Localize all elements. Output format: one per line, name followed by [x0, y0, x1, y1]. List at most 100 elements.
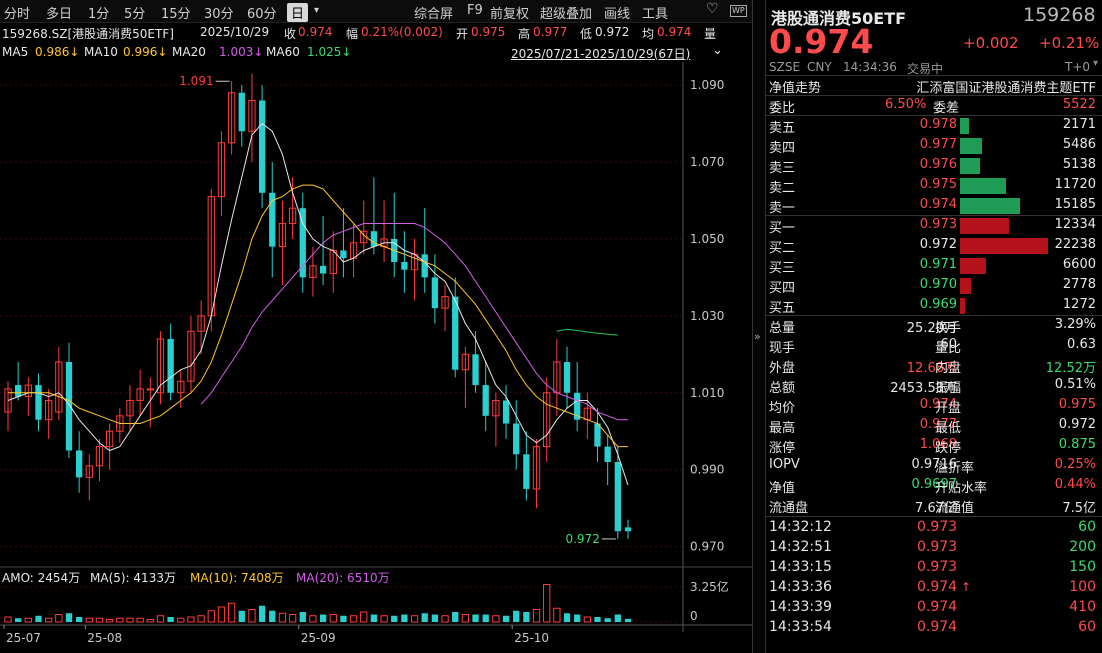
menu-overlay[interactable]: 超级叠加	[540, 7, 593, 22]
buy-level-row: 买一 0.973 12334	[765, 216, 1102, 236]
volume-bar	[492, 615, 500, 623]
high-value: 0.977	[533, 25, 568, 39]
volume-bar	[238, 610, 245, 622]
tab-60min[interactable]: 60分	[247, 7, 277, 22]
stat-value: 12.68万	[906, 361, 957, 376]
stats-row: 总量 25.20万 换手 3.29%	[765, 316, 1102, 336]
volume-bar	[594, 617, 601, 622]
candle-body	[624, 527, 632, 532]
volume-bar	[227, 602, 236, 623]
candle-body	[309, 265, 317, 278]
tab-intraday[interactable]: 分时	[4, 7, 31, 22]
collapse-icon[interactable]: »	[754, 330, 761, 343]
amo-value: AMO: 2454万	[2, 571, 81, 585]
chevron-down-icon[interactable]: ▾	[1093, 58, 1099, 69]
stats-row: 外盘 12.68万 内盘 12.52万	[765, 356, 1102, 376]
tick-volume: 60	[1078, 519, 1096, 535]
y-tick-label: 1.050	[690, 232, 724, 246]
vol-ma20: MA(20): 6510万	[296, 571, 390, 585]
sell-level-price: 0.975	[919, 177, 957, 192]
volume-bar	[614, 614, 621, 622]
stat-label: 涨停	[769, 441, 796, 456]
y-tick-label: 0.990	[690, 463, 724, 477]
nav-row[interactable]: 净值走势 汇添富国证港股通消费主题ETF	[765, 76, 1102, 96]
tab-daily[interactable]: 日	[287, 3, 309, 22]
tick-row: 14:33:15 0.973 150	[765, 558, 1102, 578]
tab-multiday[interactable]: 多日	[46, 7, 73, 22]
quote-change: +0.002	[963, 34, 1019, 52]
candle-body	[75, 450, 83, 478]
buy-level-volume: 6600	[1062, 257, 1096, 272]
menu-composite-screen[interactable]: 综合屏	[414, 7, 454, 22]
volume-bar	[299, 612, 306, 622]
candle-body	[594, 423, 601, 447]
volume-bar	[105, 619, 114, 623]
volume-bar	[370, 614, 378, 622]
tab-5min[interactable]: 5分	[124, 7, 146, 22]
volume-bar	[563, 613, 571, 622]
candle-body	[136, 388, 144, 401]
period-dropdown-icon[interactable]: ▾	[314, 5, 320, 16]
wb-label: 委比	[769, 101, 796, 116]
candle-body	[105, 430, 114, 448]
volume-bar	[431, 614, 439, 622]
tick-row: 14:33:36 0.974 ↑ 100	[765, 578, 1102, 598]
menu-adjust[interactable]: 前复权	[490, 7, 530, 22]
panel-divider[interactable]: »	[752, 0, 766, 653]
menu-draw[interactable]: 画线	[604, 7, 631, 22]
buy-level-label: 买四	[769, 281, 796, 296]
quote-change-pct: +0.21%	[1039, 34, 1100, 52]
tab-1min[interactable]: 1分	[88, 7, 110, 22]
ma-legend-bar: MA5 0.986↓ MA10 0.996↓ MA20 1.003↓ MA60 …	[0, 42, 752, 62]
stat-label: 净值	[769, 481, 796, 496]
menu-f9[interactable]: F9	[467, 3, 483, 18]
candle-body	[421, 254, 428, 278]
ma20-line	[200, 223, 628, 421]
sell-level-volume: 5138	[1062, 157, 1096, 172]
buy-level-row: 买五 0.969 1272	[765, 296, 1102, 316]
heart-icon[interactable]: ♡	[706, 1, 719, 17]
volume-bar	[269, 610, 276, 622]
tick-price: 0.974	[917, 579, 958, 595]
candle-body	[4, 388, 12, 413]
volume-bar	[217, 606, 226, 623]
menu-tools[interactable]: 工具	[642, 7, 669, 22]
close-value: 0.974	[298, 25, 333, 39]
sell-level-price: 0.978	[919, 117, 957, 132]
kline-chart[interactable]: 1.090 1.070 1.050 1.030 1.010 0.990 0.970 1.09…	[0, 62, 752, 653]
y-tick-label: 0.970	[690, 540, 724, 554]
volume-bar	[197, 615, 205, 623]
candle-body	[95, 446, 104, 467]
volume-bar	[187, 616, 195, 623]
tick-price: 0.973	[917, 559, 958, 575]
volume-bar	[523, 612, 530, 622]
ma60-value: 1.025↓	[307, 45, 352, 59]
buy-depth-bar	[960, 258, 987, 274]
candle-body	[197, 315, 205, 332]
candle-body	[187, 330, 195, 382]
wc-label: 委差	[933, 101, 960, 116]
candle-body	[85, 465, 93, 478]
sell-level-row: 卖五 0.978 2171	[765, 116, 1102, 136]
tab-15min[interactable]: 15分	[161, 7, 191, 22]
tick-time: 14:33:39	[769, 599, 832, 615]
tick-volume: 410	[1069, 599, 1096, 615]
chevron-down-icon[interactable]: ⌄	[712, 43, 723, 58]
volume-bar	[95, 617, 104, 623]
tick-row: 14:32:51 0.973 200	[765, 538, 1102, 558]
nav-trend-link[interactable]: 净值走势	[769, 81, 822, 96]
date-axis: 25-07 25-08 25-09 25-10	[0, 624, 752, 645]
wp-icon[interactable]: WP	[730, 5, 747, 17]
buy-depth-bar	[960, 218, 1009, 234]
volume-bar	[410, 615, 419, 623]
tick-volume: 200	[1069, 539, 1096, 555]
close-label: 收	[284, 27, 297, 41]
sell-depth-bar	[960, 158, 981, 174]
candle-series	[4, 73, 632, 539]
volume-bar	[24, 617, 32, 623]
ma10-label: MA10	[84, 45, 118, 59]
date-range[interactable]: 2025/07/21-2025/10/29(67日)	[511, 47, 691, 61]
tab-30min[interactable]: 30分	[204, 7, 234, 22]
stat-label: 跌停	[935, 441, 962, 456]
sell-level-row: 卖四 0.977 5486	[765, 136, 1102, 156]
